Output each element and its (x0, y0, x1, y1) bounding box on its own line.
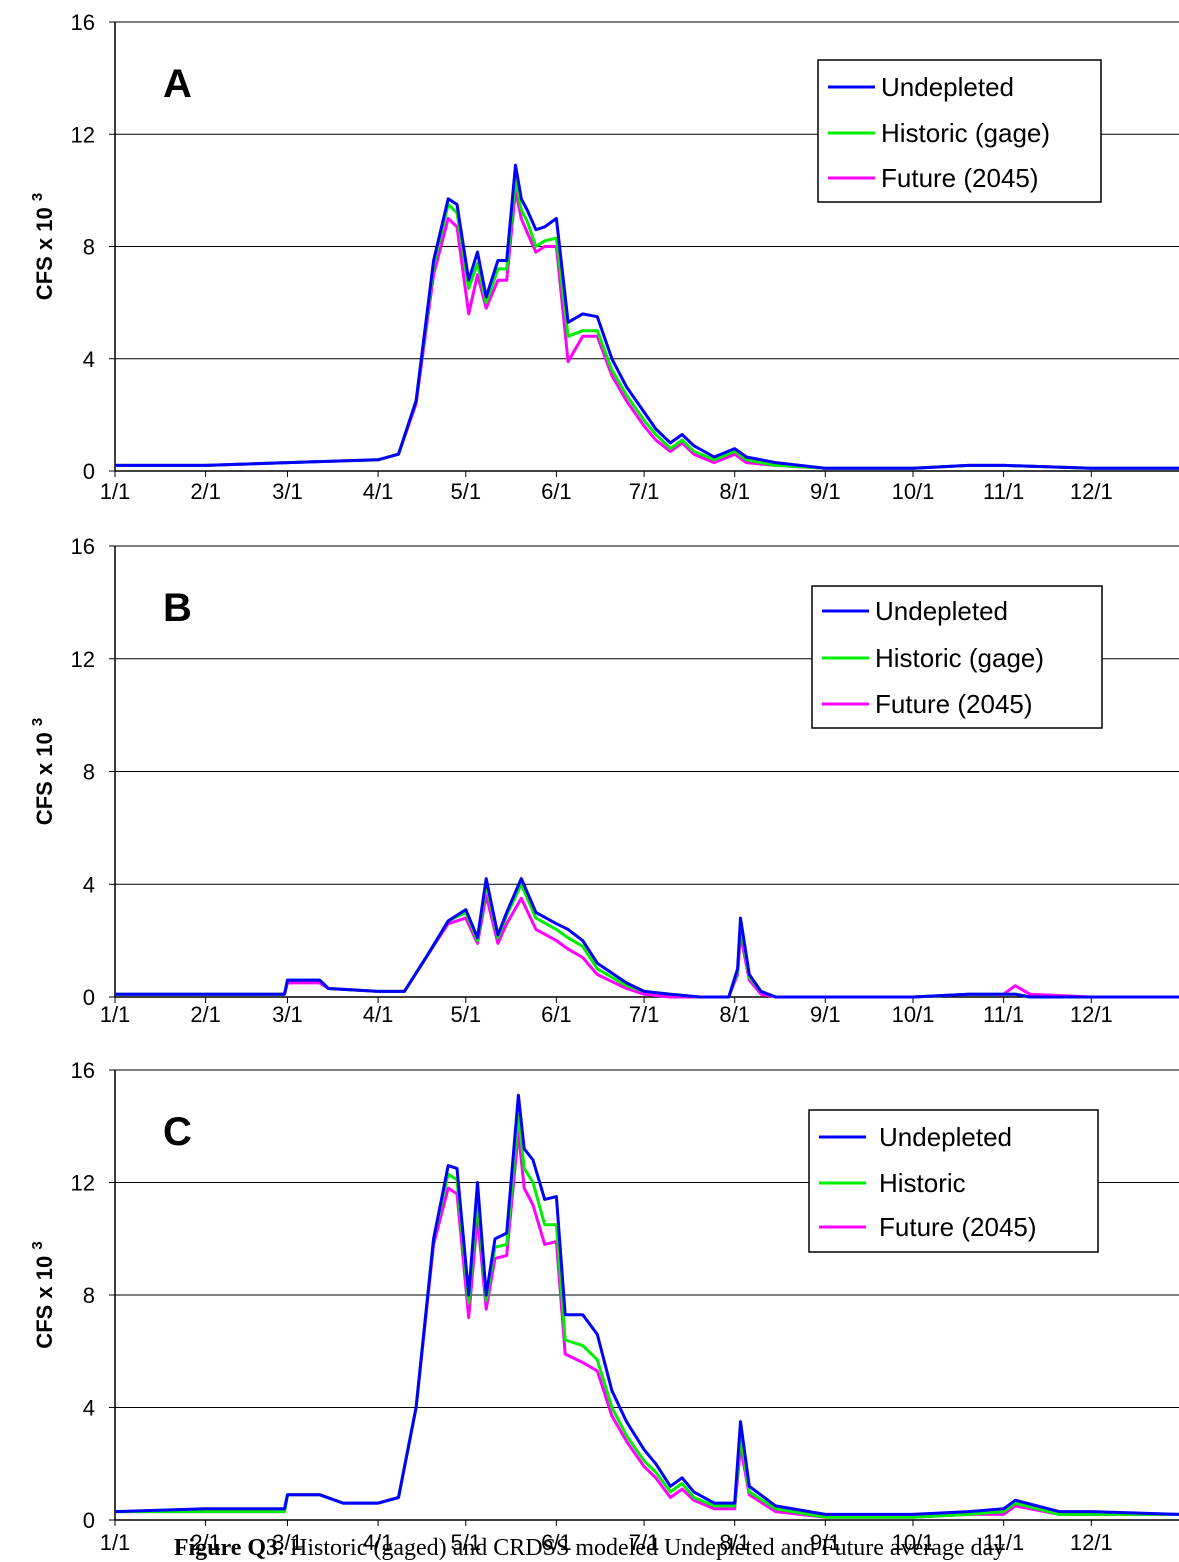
y-tick-label: 0 (83, 985, 95, 1010)
x-tick-label: 11/1 (983, 479, 1024, 504)
y-axis-label: CFS x 10 3 (29, 193, 57, 300)
panel-c: 0 4 8 12 16 1/1 2/1 3/1 4/1 5/1 6/1 7/1 8/1 9/1 10/1 11… (29, 1058, 1179, 1555)
series-line-historic-gage (115, 177, 1179, 470)
y-tick-label: 16 (71, 1058, 95, 1083)
series-line-undepleted (115, 163, 1179, 470)
x-tick-label: 8/1 (719, 1530, 750, 1555)
y-tick-label: 12 (71, 1171, 95, 1196)
panel-label: C (163, 1110, 192, 1154)
legend-entry: Undepleted (879, 1122, 1012, 1152)
x-tick-label: 10/1 (892, 1002, 935, 1027)
x-tick-label: 11/1 (983, 1002, 1024, 1027)
x-tick-label: 6/1 (541, 479, 572, 504)
y-tick-label: 0 (83, 459, 95, 484)
figure-caption: Figure Q3. Historic (gaged) and CRDSS mo… (0, 1534, 1179, 1562)
legend-entry: Historic (879, 1168, 966, 1198)
legend-entry: Historic (gage) (881, 118, 1050, 148)
x-tick-label: 7/1 (629, 1530, 660, 1555)
x-tick-label: 7/1 (629, 1002, 660, 1027)
x-tick-label: 4/1 (363, 1530, 394, 1555)
x-tick-label: 8/1 (719, 1002, 750, 1027)
x-tick-label: 9/1 (810, 1002, 841, 1027)
x-tick-label: 12/1 (1070, 479, 1113, 504)
x-tick-label: 2/1 (190, 479, 221, 504)
y-tick-label: 12 (71, 122, 95, 147)
x-tick-label: 2/1 (190, 1002, 221, 1027)
x-tick-label: 5/1 (450, 1530, 481, 1555)
x-tick-label: 3/1 (272, 479, 303, 504)
x-tick-label: 2/1 (190, 1530, 221, 1555)
x-tick-label: 10/1 (892, 1530, 935, 1555)
series-line-undepleted (114, 1093, 1179, 1516)
y-tick-label: 4 (83, 872, 95, 897)
x-tick-label: 1/1 (100, 1002, 131, 1027)
panel-b: 0 4 8 12 16 1/1 2/1 3/1 4/1 5/1 6/1 7/1 8/1 9/1 10/1 11… (29, 534, 1179, 1027)
figure-caption-label: Figure Q3. (173, 1535, 285, 1561)
x-tick-label: 3/1 (272, 1530, 303, 1555)
y-axis-label: CFS x 10 3 (29, 1241, 57, 1348)
figure-caption-text: Historic (gaged) and CRDSS modeled Undep… (290, 1535, 1006, 1561)
y-tick-label: 8 (83, 235, 95, 260)
x-tick-label: 12/1 (1070, 1002, 1113, 1027)
y-tick-label: 16 (71, 10, 95, 35)
legend: Undepleted Historic (gage) Future (2045) (817, 59, 1102, 203)
legend: Undepleted Historic (gage) Future (2045) (811, 585, 1103, 729)
x-tick-label: 7/1 (629, 479, 660, 504)
legend-entry: Future (2045) (875, 689, 1033, 719)
x-tick-label: 4/1 (363, 479, 394, 504)
legend-entry: Future (2045) (879, 1212, 1037, 1242)
x-tick-label: 5/1 (450, 1002, 481, 1027)
y-tick-label: 4 (83, 1396, 95, 1421)
series-line-historic-gage (115, 882, 1179, 999)
x-tick-label: 9/1 (810, 1530, 841, 1555)
x-tick-label: 3/1 (272, 1002, 303, 1027)
x-tick-label: 11/1 (983, 1530, 1024, 1555)
x-tick-label: 10/1 (892, 479, 935, 504)
x-tick-label: 6/1 (541, 1530, 572, 1555)
y-axis-label: CFS x 10 3 (29, 718, 57, 825)
y-tick-label: 0 (83, 1508, 95, 1533)
x-tick-label: 1/1 (100, 1530, 131, 1555)
y-tick-label: 8 (83, 1283, 95, 1308)
x-tick-label: 12/1 (1070, 1530, 1113, 1555)
y-tick-label: 8 (83, 760, 95, 785)
series-line-future-2045 (115, 188, 1179, 470)
legend-entry: Undepleted (875, 596, 1008, 626)
legend-entry: Future (2045) (881, 163, 1039, 193)
x-tick-label: 5/1 (450, 479, 481, 504)
panel-label: B (163, 586, 192, 630)
legend-entry: Historic (gage) (875, 643, 1044, 673)
panel-a: 0 4 8 12 16 1/1 2/1 3/1 4/1 5/1 6/1 7/1 8/1 9/1 10/1 11… (29, 10, 1179, 504)
legend-entry: Undepleted (881, 72, 1014, 102)
legend: Undepleted Historic Future (2045) (808, 1109, 1099, 1253)
x-tick-label: 6/1 (541, 1002, 572, 1027)
y-tick-label: 12 (71, 647, 95, 672)
x-tick-label: 4/1 (363, 1002, 394, 1027)
panel-label: A (163, 62, 192, 106)
y-tick-label: 4 (83, 347, 95, 372)
x-tick-label: 1/1 (100, 479, 131, 504)
series-line-undepleted (115, 877, 1179, 999)
series-line-future-2045 (115, 894, 1179, 999)
y-tick-label: 16 (71, 534, 95, 559)
x-tick-label: 9/1 (810, 479, 841, 504)
x-tick-label: 8/1 (719, 479, 750, 504)
